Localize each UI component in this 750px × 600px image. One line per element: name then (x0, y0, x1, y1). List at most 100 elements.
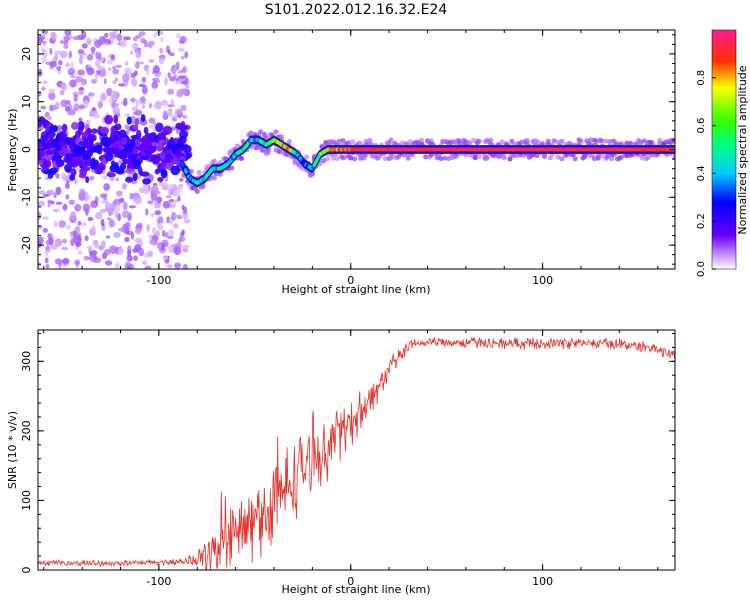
spectrogram-noise-blob (159, 47, 163, 54)
spectrogram-halo-blob (273, 129, 279, 135)
spectrogram-noise-blob (94, 169, 104, 175)
spectrogram-halo-blob (419, 137, 425, 143)
spectrogram-noise-blob (144, 265, 152, 269)
spectrogram-noise-blob (146, 224, 150, 232)
spectrogram-noise-blob (121, 210, 130, 219)
spectrogram-noise-blob (41, 86, 46, 91)
spectrogram-noise-blob (100, 92, 107, 102)
spectrogram-noise-blob (77, 49, 85, 55)
spectrogram-noise-blob (65, 224, 71, 230)
spectrogram-halo-blob (325, 156, 331, 162)
spectrogram-noise-blob (40, 48, 46, 52)
spectrogram-halo-blob (348, 155, 354, 161)
spectrogram-noise-blob (148, 102, 153, 109)
spectrogram-noise-blob (117, 247, 124, 255)
spectrogram-noise-blob (42, 193, 50, 198)
spectrogram-noise-blob (131, 78, 138, 87)
spectrogram-noise-blob (84, 141, 94, 150)
spectrogram-noise-blob (98, 68, 107, 77)
spectrogram-halo-blob (599, 138, 605, 144)
spectrogram-noise-blob (154, 64, 159, 71)
spectrogram-noise-blob (81, 30, 87, 39)
colorbar-ticks: 0.0 0.2 0.4 0.6 0.8 (696, 70, 716, 277)
spectrogram-noise-blob (124, 158, 133, 164)
spectrogram-noise-blob (166, 264, 173, 268)
spectrogram-noise-blob (95, 51, 100, 60)
spectrogram-noise-blob (160, 168, 168, 179)
spectrogram-noise-blob (179, 89, 188, 95)
spectrogram-x-ticks: -100 0 100 (43, 30, 659, 287)
spectrogram-halo-blob (572, 156, 578, 162)
spectrogram-noise-blob (113, 200, 118, 204)
spectrogram-noise-blob (77, 250, 83, 256)
spectrogram-noise-blob (65, 181, 70, 190)
spectrogram-noise-blob (85, 176, 90, 184)
spectrogram-noise-blob (148, 124, 156, 129)
y-tick-label: 0 (20, 146, 33, 153)
spectrogram-halo-blob (476, 154, 482, 159)
spectrogram-noise-blob (90, 250, 98, 256)
spectrogram-halo-blob (212, 175, 217, 181)
spectrogram-noise-blob (152, 33, 158, 38)
spectrogram-noise-blob (154, 168, 160, 175)
spectrogram-noise-blob (134, 138, 141, 147)
spectrogram-noise-blob (159, 151, 166, 160)
spectrogram-noise-blob (182, 65, 188, 74)
spectrogram-noise-blob (142, 137, 151, 148)
spectrogram-noise-blob (148, 59, 154, 63)
spectrogram-noise-blob (134, 118, 139, 126)
spectrogram-noise-blob (46, 189, 55, 196)
spectrogram-halo-blob (277, 149, 283, 155)
spectrogram-halo-blob (603, 138, 609, 144)
spectrogram-noise-blob (170, 165, 181, 176)
spectrogram-noise-blob (167, 88, 175, 95)
spectrogram-noise-blob (152, 226, 156, 236)
spectrogram-noise-blob (38, 262, 41, 268)
spectrogram-noise-blob (40, 105, 47, 110)
spectrogram-noise-blob (87, 133, 97, 142)
spectrogram-noise-blob (142, 104, 145, 109)
spectrogram-noise-blob (134, 227, 142, 235)
spectrogram-noise-blob (52, 208, 60, 213)
spectrogram-noise-blob (71, 152, 78, 158)
spectrogram-noise-blob (179, 177, 184, 182)
spectrogram-noise-blob (181, 204, 185, 211)
spectrogram-noise-blob (55, 186, 62, 196)
spectrogram-noise-blob (106, 59, 113, 65)
spectrogram-noise-blob (178, 138, 184, 149)
spectrogram-noise-blob (66, 110, 75, 116)
spectrogram-noise-blob (157, 177, 164, 182)
spectrogram-noise-blob (169, 204, 175, 209)
spectrogram-halo-blob (331, 155, 336, 161)
spectrogram-noise-blob (45, 150, 55, 155)
spectrogram-noise-blob (125, 176, 134, 183)
spectrogram-noise-blob (109, 143, 120, 148)
spectrogram-noise-blob (167, 49, 171, 55)
colorbar-tick-label: 0.8 (696, 70, 707, 86)
spectrogram-noise-blob (130, 264, 135, 269)
spectrogram-halo-blob (476, 138, 482, 144)
spectrogram-noise-blob (126, 255, 133, 262)
spectrogram-halo-blob (555, 154, 561, 160)
spectrogram-noise-blob (41, 120, 51, 126)
spectrogram-noise-blob (167, 228, 175, 237)
spectrogram-halo-blob (260, 148, 265, 154)
spectrogram-noise-blob (122, 201, 128, 211)
spectrogram-noise-blob (162, 200, 171, 209)
spectrogram-noise-blob (172, 214, 180, 218)
x-tick-label: 0 (347, 575, 354, 588)
spectrogram-noise-blob (130, 50, 134, 55)
spectrogram-noise-blob (41, 49, 48, 59)
spectrogram-noise-blob (110, 131, 114, 141)
spectrogram-noise-blob (121, 148, 131, 153)
spectrogram-noise-blob (86, 245, 93, 250)
spectrogram-noise-blob (140, 155, 149, 161)
spectrogram-noise-blob (48, 91, 56, 101)
spectrogram-noise-blob (173, 223, 179, 229)
spectrogram-noise-blob (143, 147, 148, 155)
spectrogram-noise-blob (42, 40, 47, 45)
spectrogram-noise-blob (150, 212, 155, 218)
spectrogram-noise-blob (78, 104, 85, 110)
spectrogram-noise-blob (152, 120, 156, 126)
spectrogram-halo-blob (217, 171, 223, 177)
